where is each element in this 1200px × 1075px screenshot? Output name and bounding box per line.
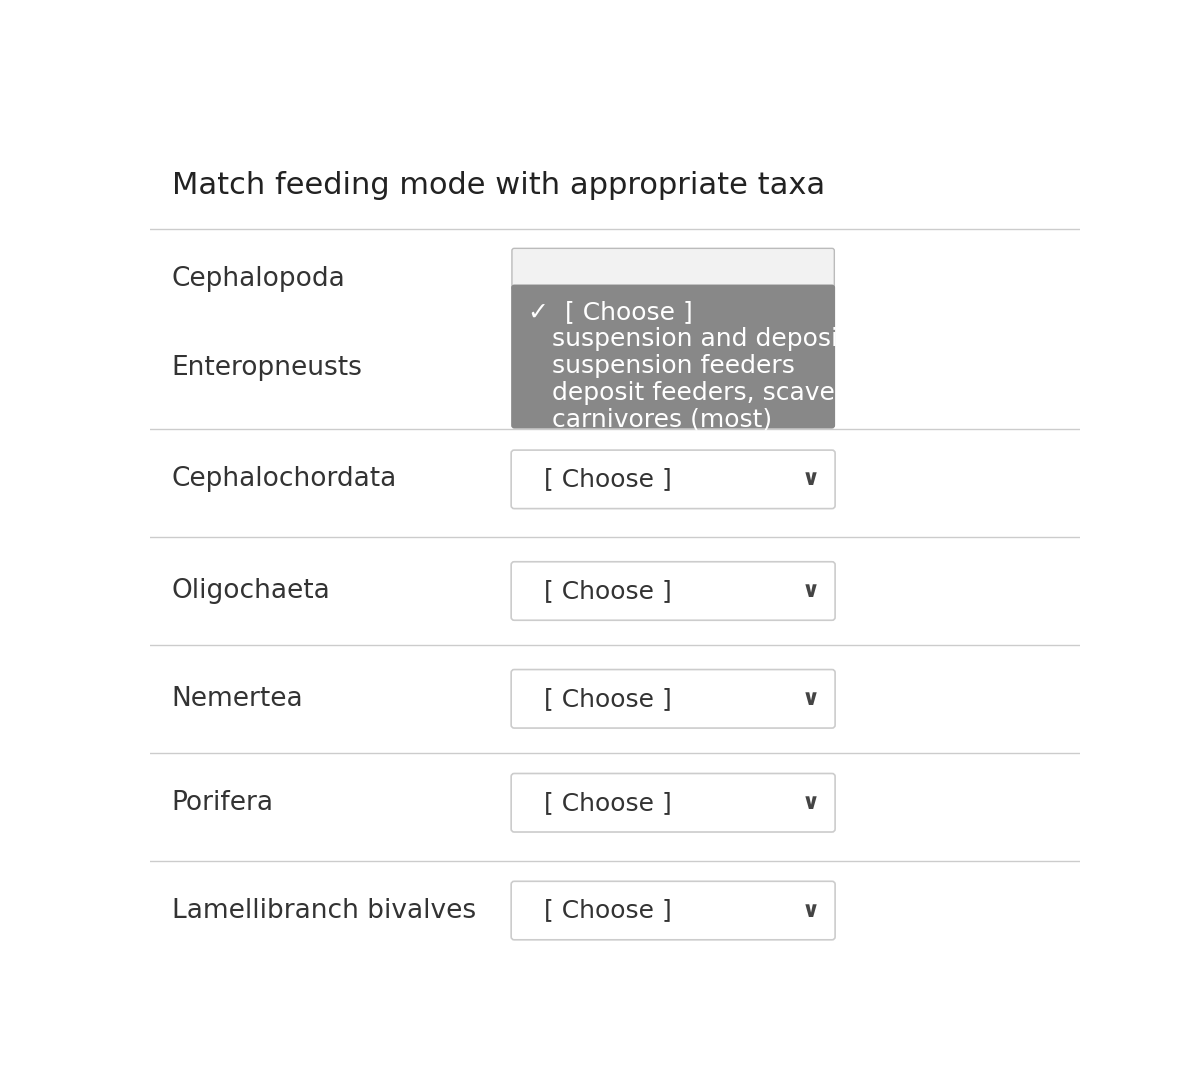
FancyBboxPatch shape [511, 562, 835, 620]
Text: ∨: ∨ [802, 792, 820, 813]
Text: deposit feeders, scavengers: deposit feeders, scavengers [528, 381, 906, 405]
Text: suspension feeders: suspension feeders [528, 354, 796, 377]
Text: Cephalopoda: Cephalopoda [172, 267, 346, 292]
Text: Porifera: Porifera [172, 790, 274, 816]
Text: Oligochaeta: Oligochaeta [172, 578, 330, 604]
Text: Enteropneusts: Enteropneusts [172, 355, 362, 381]
Text: [ Choose ]: [ Choose ] [544, 579, 672, 603]
FancyBboxPatch shape [511, 882, 835, 940]
Text: ∨: ∨ [802, 470, 820, 489]
Text: ∨: ∨ [802, 580, 820, 601]
Text: Cephalochordata: Cephalochordata [172, 467, 397, 492]
FancyBboxPatch shape [511, 774, 835, 832]
FancyBboxPatch shape [511, 670, 835, 728]
Text: Match feeding mode with appropriate taxa: Match feeding mode with appropriate taxa [172, 171, 824, 200]
Text: [ Choose ]: [ Choose ] [544, 791, 672, 815]
Text: ∨: ∨ [802, 689, 820, 708]
Text: Nemertea: Nemertea [172, 686, 304, 712]
Text: ✓  [ Choose ]: ✓ [ Choose ] [528, 300, 692, 324]
Text: ∨: ∨ [802, 901, 820, 920]
Text: [ Choose ]: [ Choose ] [544, 899, 672, 922]
FancyBboxPatch shape [511, 285, 835, 429]
Text: Lamellibranch bivalves: Lamellibranch bivalves [172, 898, 476, 923]
FancyBboxPatch shape [511, 450, 835, 508]
Text: [ Choose ]: [ Choose ] [544, 468, 672, 491]
Text: [ Choose ]: [ Choose ] [544, 687, 672, 711]
Text: suspension and deposit feeders: suspension and deposit feeders [528, 327, 950, 350]
Text: carnivores (most): carnivores (most) [528, 407, 773, 432]
FancyBboxPatch shape [512, 248, 834, 290]
